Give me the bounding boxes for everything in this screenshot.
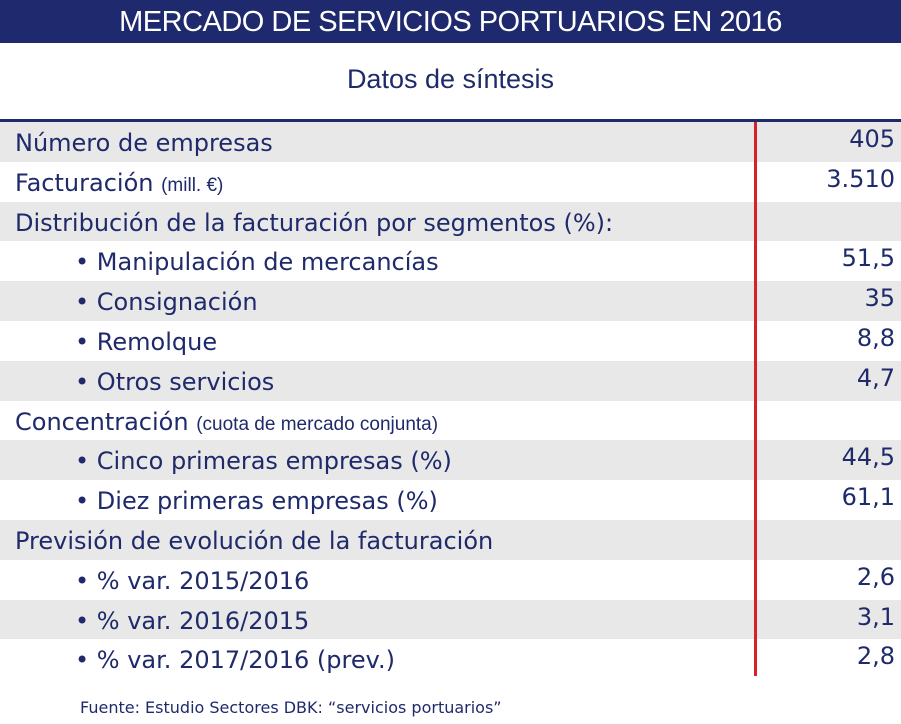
data-table: Número de empresas 405 Facturación (mill. …: [0, 119, 901, 679]
row-value: 3,1: [856, 602, 895, 631]
row-value: 3.510: [826, 164, 895, 193]
table-row: • Otros servicios 4,7: [0, 360, 901, 403]
table-row: • Remolque 8,8: [0, 321, 901, 361]
row-label-text: % var. 2015/2016: [96, 566, 310, 595]
row-label: • % var. 2015/2016: [75, 560, 309, 602]
row-label-text: Consignación: [96, 288, 258, 317]
row-label-text: Facturación: [15, 168, 154, 197]
row-label-text: Distribución de la facturación por segme…: [15, 208, 614, 237]
table-row: • Manipulación de mercancías 51,5: [0, 241, 901, 281]
row-note: (mill. €): [161, 174, 224, 196]
row-label-text: Diez primeras empresas (%): [96, 487, 438, 516]
row-label: • Otros servicios: [75, 361, 274, 403]
row-value: 405: [849, 125, 895, 153]
row-label: Previsión de evolución de la facturación: [15, 520, 493, 562]
row-label-text: % var. 2017/2016 (prev.): [96, 646, 395, 675]
bullet-icon: •: [75, 288, 97, 317]
row-value: 4,7: [856, 363, 895, 392]
table-row: • % var. 2016/2015 3,1: [0, 599, 901, 642]
row-label-text: Otros servicios: [96, 367, 275, 396]
row-label-text: Remolque: [96, 327, 218, 356]
bullet-icon: •: [75, 487, 97, 516]
row-label: Distribución de la facturación por segme…: [15, 202, 613, 244]
subtitle: Datos de síntesis: [346, 64, 555, 94]
bullet-icon: •: [75, 606, 97, 635]
row-value: 51,5: [841, 244, 895, 273]
row-label: • % var. 2016/2015: [75, 600, 309, 642]
row-label: Número de empresas: [15, 122, 273, 164]
table-row: Facturación (mill. €) 3.510: [0, 162, 901, 202]
row-value: 35: [864, 284, 895, 313]
row-value: 44,5: [841, 443, 895, 472]
bullet-icon: •: [75, 367, 97, 396]
table-row: • % var. 2015/2016 2,6: [0, 560, 901, 600]
table-row: • Cinco primeras empresas (%) 44,5: [0, 440, 901, 482]
row-value: 2,8: [856, 642, 895, 671]
row-label: • Diez primeras empresas (%): [75, 480, 438, 522]
table-row: Número de empresas 405: [0, 122, 901, 162]
row-label: • Cinco primeras empresas (%): [75, 440, 452, 482]
table-row: Previsión de evolución de la facturación: [0, 519, 901, 562]
row-label: Concentración (cuota de mercado conjunta…: [15, 401, 438, 446]
bullet-icon: •: [75, 646, 97, 675]
row-note: (cuota de mercado conjunta): [196, 413, 439, 435]
row-label: • % var. 2017/2016 (prev.): [75, 639, 395, 681]
row-label-text: Concentración: [15, 407, 189, 436]
bullet-icon: •: [75, 327, 97, 356]
row-label-text: Manipulación de mercancías: [96, 248, 439, 277]
table-row: Distribución de la facturación por segme…: [0, 201, 901, 244]
row-label: • Remolque: [75, 321, 217, 363]
row-label-text: % var. 2016/2015: [96, 606, 310, 635]
row-value: 2,6: [856, 562, 895, 591]
row-label-text: Previsión de evolución de la facturación: [15, 526, 494, 555]
bullet-icon: •: [75, 248, 97, 277]
column-divider: [754, 122, 757, 676]
row-label-text: Cinco primeras empresas (%): [96, 447, 452, 476]
table-row: • Consignación 35: [0, 281, 901, 321]
row-label: • Manipulación de mercancías: [75, 241, 439, 283]
row-value: 8,8: [856, 323, 895, 352]
table-row: • % var. 2017/2016 (prev.) 2,8: [0, 639, 901, 679]
table-row: Concentración (cuota de mercado conjunta…: [0, 401, 901, 441]
table-row: • Diez primeras empresas (%) 61,1: [0, 480, 901, 520]
bullet-icon: •: [75, 566, 97, 595]
row-label-text: Número de empresas: [15, 129, 273, 157]
source-footer: Fuente: Estudio Sectores DBK: “servicios…: [80, 698, 502, 717]
row-value: 61,1: [841, 483, 895, 512]
page-title: MERCADO DE SERVICIOS PORTUARIOS EN 2016: [0, 0, 901, 43]
bullet-icon: •: [75, 447, 97, 476]
row-label: • Consignación: [75, 281, 258, 323]
row-label: Facturación (mill. €): [15, 162, 223, 207]
